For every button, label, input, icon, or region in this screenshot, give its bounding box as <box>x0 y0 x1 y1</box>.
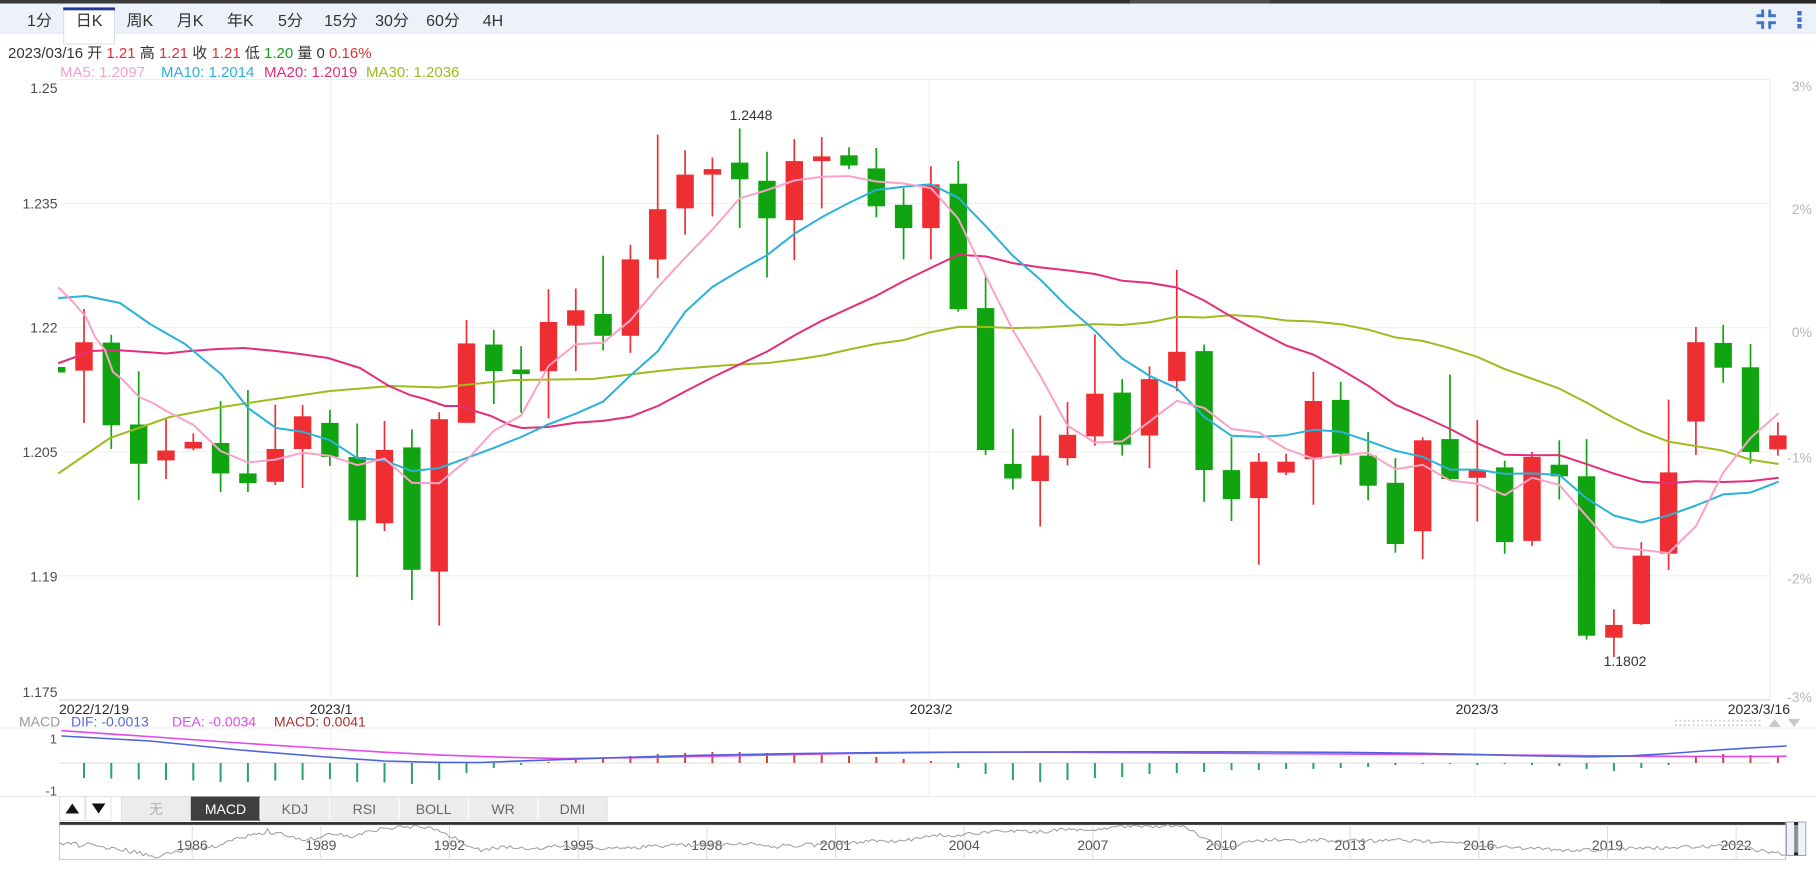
svg-text:3%: 3% <box>1792 78 1812 94</box>
svg-text:DEA: -0.0034: DEA: -0.0034 <box>172 714 256 730</box>
svg-text:DIF: -0.0013: DIF: -0.0013 <box>71 714 149 730</box>
svg-text:1.1802: 1.1802 <box>1604 653 1647 669</box>
svg-text:MA30: 1.2036: MA30: 1.2036 <box>366 64 459 81</box>
svg-text:WR: WR <box>491 801 514 817</box>
svg-text:2023/03/16: 2023/03/16 <box>8 45 87 62</box>
svg-text:30: 30 <box>375 13 393 30</box>
svg-text:1995: 1995 <box>563 837 594 853</box>
svg-text:K: K <box>143 13 154 30</box>
svg-text:0.16%: 0.16% <box>329 45 372 62</box>
svg-text:2022/12/19: 2022/12/19 <box>59 701 129 717</box>
svg-text:2023/3: 2023/3 <box>1456 701 1499 717</box>
svg-text:1.205: 1.205 <box>22 444 57 460</box>
svg-text:1.2448: 1.2448 <box>730 107 773 123</box>
svg-text:MA20: 1.2019: MA20: 1.2019 <box>264 64 357 81</box>
svg-text:60: 60 <box>426 13 444 30</box>
svg-text:MACD: MACD <box>19 714 60 730</box>
svg-text:MA5: 1.2097: MA5: 1.2097 <box>60 64 145 81</box>
svg-text:K: K <box>243 13 254 30</box>
svg-text:BOLL: BOLL <box>416 801 452 817</box>
svg-text:2023/2: 2023/2 <box>910 701 953 717</box>
svg-text:1.21: 1.21 <box>106 45 135 62</box>
svg-text:4H: 4H <box>483 13 503 30</box>
svg-text:2023/3/16: 2023/3/16 <box>1728 701 1790 717</box>
svg-text:1.21: 1.21 <box>159 45 188 62</box>
svg-text:0: 0 <box>312 45 329 62</box>
svg-text:2001: 2001 <box>820 837 851 853</box>
svg-text:2016: 2016 <box>1463 837 1494 853</box>
svg-text:1.22: 1.22 <box>30 320 57 336</box>
svg-text:-2%: -2% <box>1787 571 1812 587</box>
svg-text:1: 1 <box>50 732 57 747</box>
svg-text:2007: 2007 <box>1077 837 1108 853</box>
svg-text:1989: 1989 <box>305 837 336 853</box>
svg-text:1: 1 <box>27 13 36 30</box>
svg-text:1.20: 1.20 <box>264 45 293 62</box>
svg-text:-1%: -1% <box>1787 450 1812 466</box>
svg-text:MACD: MACD <box>205 801 246 817</box>
svg-text:1.19: 1.19 <box>30 569 57 585</box>
svg-text:1.175: 1.175 <box>22 684 57 700</box>
svg-text:2004: 2004 <box>949 837 980 853</box>
svg-text:-3%: -3% <box>1787 689 1812 705</box>
svg-text:K: K <box>193 13 204 30</box>
svg-text:1992: 1992 <box>434 837 465 853</box>
svg-text:2013: 2013 <box>1335 837 1366 853</box>
svg-text:K: K <box>92 13 103 30</box>
svg-text:1.25: 1.25 <box>30 80 57 96</box>
svg-text:2010: 2010 <box>1206 837 1237 853</box>
svg-text:2%: 2% <box>1792 201 1812 217</box>
svg-text:MA10: 1.2014: MA10: 1.2014 <box>161 64 254 81</box>
svg-text:-1: -1 <box>45 784 57 799</box>
svg-text:0%: 0% <box>1792 324 1812 340</box>
svg-text:15: 15 <box>324 13 342 30</box>
svg-text:KDJ: KDJ <box>282 801 308 817</box>
svg-text:2023/1: 2023/1 <box>310 701 353 717</box>
svg-text:RSI: RSI <box>353 801 376 817</box>
svg-text:5: 5 <box>278 13 287 30</box>
svg-text:1.21: 1.21 <box>211 45 240 62</box>
svg-text:1.235: 1.235 <box>22 196 57 212</box>
svg-text:MACD: 0.0041: MACD: 0.0041 <box>274 714 366 730</box>
svg-text:DMI: DMI <box>560 801 586 817</box>
svg-text:1986: 1986 <box>177 837 208 853</box>
